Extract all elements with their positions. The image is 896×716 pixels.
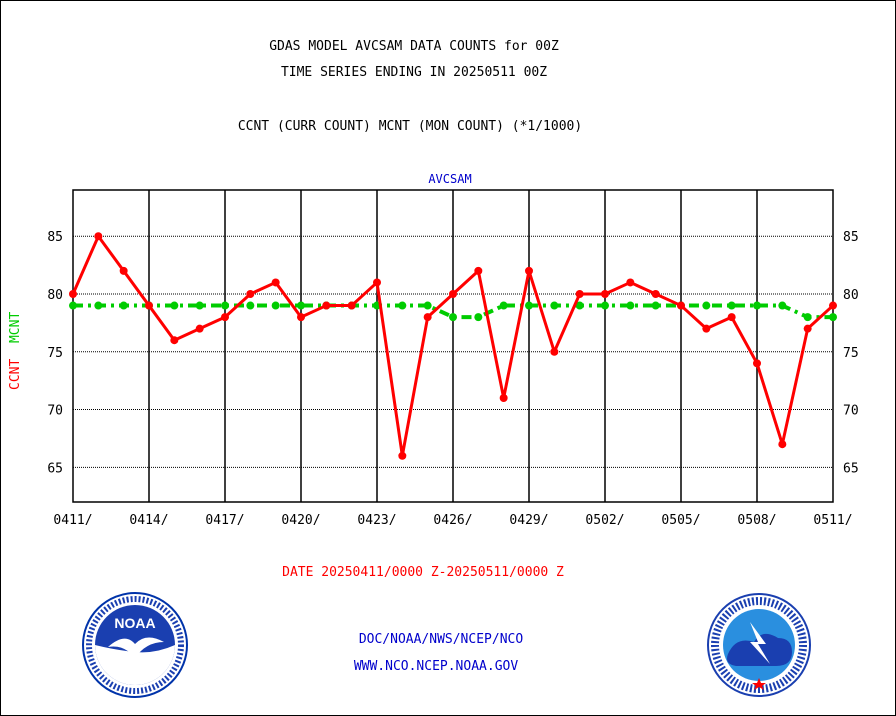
date-range-label: DATE 20250411/0000 Z-20250511/0000 Z	[282, 565, 564, 580]
data-point-mcnt	[221, 301, 229, 310]
data-point-ccnt	[271, 278, 280, 287]
nws-logo-icon	[707, 593, 811, 697]
y-tick-label-right: 75	[843, 346, 859, 361]
chart-subtitle: TIME SERIES ENDING IN 20250511 00Z	[280, 65, 548, 80]
data-point-ccnt	[297, 313, 305, 322]
x-tick-label: 0414/	[129, 513, 168, 528]
x-tick-label: 0508/	[737, 513, 776, 528]
data-point-mcnt	[575, 301, 584, 310]
data-point-mcnt	[398, 301, 407, 310]
data-point-ccnt	[398, 451, 407, 460]
y-tick-label-left: 85	[47, 230, 63, 245]
data-point-mcnt	[702, 301, 711, 310]
y-tick-label-left: 75	[47, 346, 63, 361]
data-point-mcnt	[727, 301, 736, 310]
data-point-ccnt	[702, 324, 711, 333]
data-point-mcnt	[499, 301, 508, 310]
data-point-ccnt	[322, 301, 331, 310]
data-point-ccnt	[69, 290, 77, 298]
data-point-mcnt	[626, 301, 635, 310]
data-point-ccnt	[145, 301, 153, 310]
y-tick-label-left: 65	[47, 461, 63, 476]
data-point-ccnt	[829, 301, 837, 310]
data-point-mcnt	[423, 301, 432, 310]
data-point-ccnt	[423, 313, 432, 322]
y-tick-label-right: 65	[843, 461, 859, 476]
data-point-ccnt	[195, 324, 204, 333]
noaa-logo-text: NOAA	[114, 615, 155, 631]
footer-org-text: DOC/NOAA/NWS/NCEP/NCO	[358, 632, 524, 647]
data-point-mcnt	[94, 301, 103, 310]
data-point-mcnt	[449, 313, 457, 322]
data-point-ccnt	[803, 324, 812, 333]
data-point-ccnt	[601, 290, 609, 298]
y-tick-label-right: 85	[843, 230, 859, 245]
chart-series-description: CCNT (CURR COUNT) MCNT (MON COUNT) (*1/1…	[237, 119, 583, 134]
y-tick-label-left: 70	[47, 404, 63, 419]
data-point-mcnt	[525, 301, 533, 310]
y-tick-label-left: 80	[47, 288, 63, 303]
data-point-mcnt	[170, 301, 179, 310]
data-point-ccnt	[575, 290, 584, 298]
data-point-ccnt	[94, 232, 103, 241]
panel-title: AVCSAM	[428, 172, 472, 186]
chart-title: GDAS MODEL AVCSAM DATA COUNTS for 00Z	[269, 39, 559, 54]
data-point-mcnt	[119, 301, 128, 310]
data-point-ccnt	[727, 313, 736, 322]
data-point-mcnt	[69, 301, 77, 310]
x-tick-label: 0502/	[585, 513, 624, 528]
data-point-ccnt	[246, 290, 255, 298]
x-tick-label: 0423/	[357, 513, 396, 528]
data-point-mcnt	[753, 301, 761, 310]
data-point-ccnt	[651, 290, 660, 298]
data-point-mcnt	[550, 301, 559, 310]
y-tick-label-right: 80	[843, 288, 859, 303]
footer-website-text: WWW.NCO.NCEP.NOAA.GOV	[353, 659, 519, 674]
data-point-mcnt	[195, 301, 204, 310]
data-point-ccnt	[677, 301, 685, 310]
data-point-mcnt	[829, 313, 837, 322]
data-point-mcnt	[651, 301, 660, 310]
data-point-ccnt	[525, 266, 533, 275]
x-tick-label: 0417/	[205, 513, 244, 528]
data-point-ccnt	[221, 313, 229, 322]
data-point-ccnt	[347, 301, 356, 310]
data-point-mcnt	[474, 313, 483, 322]
noaa-logo-icon: NOAA	[82, 592, 188, 698]
data-point-ccnt	[449, 290, 457, 298]
x-tick-label: 0505/	[661, 513, 700, 528]
data-point-ccnt	[474, 266, 483, 275]
data-point-mcnt	[246, 301, 255, 310]
x-tick-label: 0411/	[53, 513, 92, 528]
data-point-mcnt	[297, 301, 305, 310]
data-point-mcnt	[778, 301, 787, 310]
data-point-ccnt	[550, 347, 559, 356]
data-point-mcnt	[803, 313, 812, 322]
data-point-ccnt	[753, 359, 761, 368]
data-point-ccnt	[626, 278, 635, 287]
data-point-mcnt	[601, 301, 609, 310]
data-point-mcnt	[271, 301, 280, 310]
data-point-ccnt	[119, 266, 128, 275]
data-point-ccnt	[499, 394, 508, 402]
x-tick-label: 0426/	[433, 513, 472, 528]
data-point-ccnt	[778, 440, 787, 449]
x-tick-label: 0420/	[281, 513, 320, 528]
y-tick-label-right: 70	[843, 404, 859, 419]
data-point-ccnt	[170, 336, 179, 345]
x-tick-label: 0429/	[509, 513, 548, 528]
x-tick-label: 0511/	[813, 513, 852, 528]
data-point-ccnt	[373, 278, 381, 287]
